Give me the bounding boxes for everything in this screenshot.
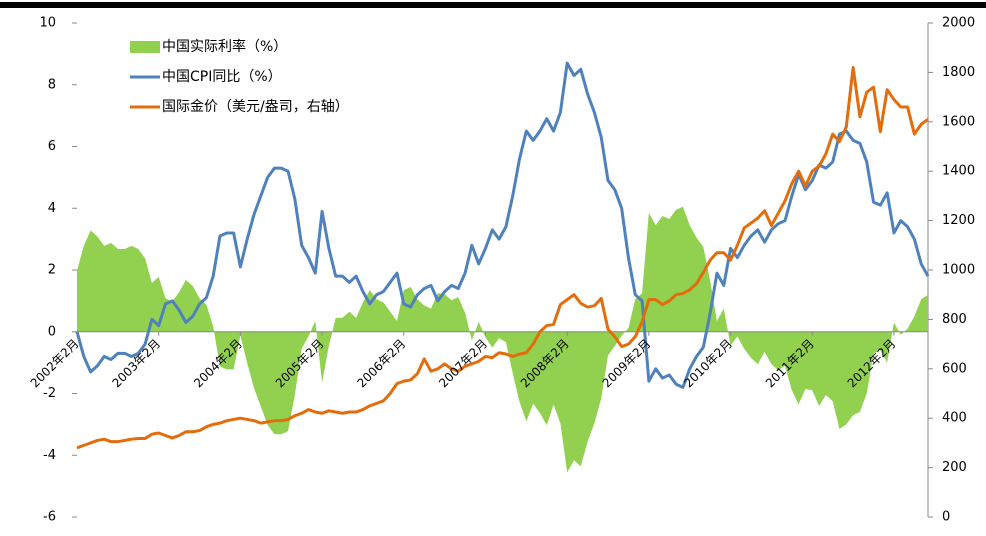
y2-tick-label: 600 — [942, 361, 967, 376]
y2-tick-label: 1400 — [942, 164, 975, 179]
y2-tick-label: 1000 — [942, 263, 975, 278]
legend-label: 中国CPI同比（%） — [162, 69, 282, 85]
y2-tick-label: 1800 — [942, 65, 975, 80]
legend-swatch — [130, 41, 160, 53]
y2-tick-label: 1600 — [942, 114, 975, 129]
y-tick-label: 10 — [39, 16, 56, 31]
y2-tick-label: 2000 — [942, 16, 975, 31]
legend-label: 中国实际利率（%） — [162, 38, 287, 55]
legend-label: 国际金价（美元/盎司，右轴） — [162, 99, 349, 115]
x-tick-label: 2010年2月 — [681, 336, 735, 390]
x-tick-label: 2003年2月 — [109, 336, 163, 390]
y-tick-label: -6 — [43, 510, 56, 525]
y-tick-label: 8 — [48, 77, 56, 92]
area — [77, 206, 928, 473]
y2-tick-label: 1200 — [942, 213, 975, 228]
y2-tick-label: 200 — [942, 460, 967, 475]
x-tick-label: 2002年2月 — [28, 336, 82, 390]
y2-tick-label: 800 — [942, 312, 967, 327]
y2-tick-label: 400 — [942, 411, 967, 426]
line — [76, 65, 929, 450]
y-tick-label: 2 — [48, 263, 56, 278]
y-tick-label: -4 — [43, 448, 56, 463]
y-tick-label: 0 — [48, 324, 56, 339]
y-tick-label: -2 — [43, 386, 56, 401]
line — [75, 61, 930, 389]
y2-tick-label: 0 — [942, 510, 950, 525]
y-tick-label: 4 — [48, 201, 56, 216]
top-bar — [0, 2, 986, 8]
y-tick-label: 6 — [48, 139, 56, 154]
